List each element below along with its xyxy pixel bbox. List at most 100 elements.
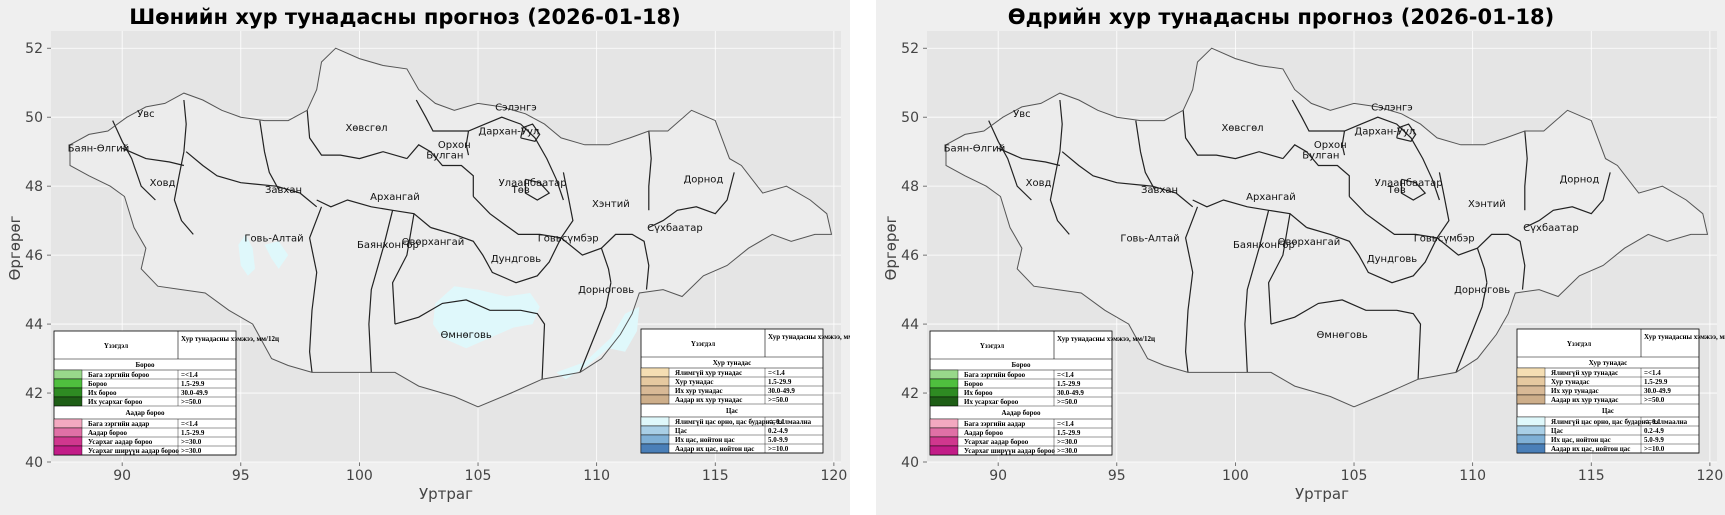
legend-row-value: >=30.0 (181, 438, 202, 446)
legend-row-value: 5.0-9.9 (1644, 436, 1664, 444)
legend-swatch (929, 396, 959, 407)
region-label: Өмнөговь (441, 330, 492, 341)
legend-header-phenomenon: Үзэгдэл (104, 342, 128, 350)
legend-row-label: Их цас, нойтон цас (675, 436, 735, 444)
legend-row-value: =<1.4 (181, 420, 198, 428)
legend-swatch (640, 434, 670, 445)
legend-swatch (1516, 367, 1546, 378)
panel-separator (850, 0, 876, 515)
legend-header-amount: Хур тунадасны хэмжээ, мм/12ц (181, 335, 279, 343)
legend-row-value: 5.0-9.9 (768, 436, 788, 444)
legend-swatch (640, 385, 670, 396)
region-label: Дархан-Уул (478, 126, 539, 137)
country-outline (945, 47, 1709, 408)
legend-header-phenomenon: Үзэгдэл (1567, 340, 1591, 348)
legend-row-label: Ялимгүй хур тунадас (675, 369, 742, 377)
province-border (1182, 110, 1284, 160)
chart-title: Өдрийн хур тунадасны прогноз (2026-01-18… (1008, 5, 1555, 29)
x-tick-label: 105 (1341, 468, 1368, 484)
province-border (394, 299, 546, 380)
legend-row-value: 0.2-4.9 (768, 427, 788, 435)
province-border (1476, 233, 1526, 290)
province-border (1524, 172, 1611, 229)
legend-row-label: Аадар их хур тунадас (675, 396, 742, 404)
legend-row-label: Цас (1551, 427, 1563, 435)
province-border (1341, 130, 1346, 156)
legend-swatch (53, 369, 83, 380)
x-tick-label: 120 (821, 468, 848, 484)
region-label: Ховд (150, 178, 176, 189)
legend-frame (929, 330, 1113, 456)
legend-row-value: =<1.4 (1644, 369, 1661, 377)
legend-row-label: Усархаг ширүүн аадар бороо (88, 447, 179, 455)
legend-row-value: >=50.0 (1644, 396, 1665, 404)
region-label: Говьсүмбэр (538, 233, 599, 244)
x-tick-label: 95 (232, 468, 250, 484)
region-label: Говь-Алтай (1120, 233, 1179, 244)
province-border (306, 110, 408, 160)
snow-area (238, 234, 255, 276)
legend-header-phenomenon: Үзэгдэл (691, 340, 715, 348)
y-tick-label: 52 (901, 41, 919, 57)
legend-swatch (53, 436, 83, 447)
legend-row-value: 1.5-29.9 (181, 380, 205, 388)
region-label: Улаанбаатар (1375, 178, 1443, 189)
legend-row-label: Цас (675, 427, 687, 435)
legend-swatch (640, 376, 670, 387)
province-border (1348, 172, 1450, 239)
legend-swatch (53, 387, 83, 398)
province-border (1291, 99, 1440, 201)
legend-swatch (53, 396, 83, 407)
province-border (112, 120, 156, 201)
region-label: Булган (1302, 151, 1339, 162)
province-border (1306, 226, 1438, 284)
legend-row-label: Их усархаг бороо (964, 398, 1019, 406)
legend-swatch (1516, 416, 1546, 427)
legend-row-value: =<1.4 (1057, 420, 1074, 428)
region-label: Сүхбаатар (647, 223, 703, 234)
region-label: Орхон (1314, 140, 1347, 151)
province-border (121, 147, 185, 167)
legend-row-label: Аадар их цас, нойтон цас (675, 445, 754, 453)
legend-row-value: 1.5-29.9 (181, 429, 205, 437)
legend-swatch (1516, 443, 1546, 454)
region-label: Хэнтий (1468, 199, 1506, 210)
legend-row-label: Аадар их хур тунадас (1551, 396, 1618, 404)
legend-swatch (1516, 434, 1546, 445)
region-label: Ховд (1026, 178, 1052, 189)
legend-row-label: Бороо (964, 380, 984, 388)
legend-header-phenomenon: Үзэгдэл (980, 342, 1004, 350)
legend-group-title: Хур тунадас (1589, 359, 1627, 367)
x-tick-label: 115 (702, 468, 729, 484)
province-border (308, 206, 323, 373)
region-label: Хэнтий (592, 199, 630, 210)
province-border (430, 226, 562, 284)
legend-swatch (640, 416, 670, 427)
region-label: Дорноговь (1454, 285, 1510, 296)
x-tick-label: 120 (1697, 468, 1724, 484)
legend-row-value: >=50.0 (181, 398, 202, 406)
legend-row-value: =<1.4 (768, 369, 785, 377)
x-tick-label: 100 (1222, 468, 1249, 484)
legend-header-amount: Хур тунадасны хэмжээ, мм/12ц (768, 333, 850, 341)
legend-row-value: 30.0-49.9 (1057, 389, 1084, 397)
legend-row-label: Аадар их цас, нойтон цас (1551, 445, 1630, 453)
legend-row-value: 1.5-29.9 (1057, 429, 1081, 437)
legend-row-label: Аадар бороо (88, 429, 127, 437)
region-label: Өвөрхангай (402, 237, 465, 248)
rain-legend: Үзэгдэл Хур тунадасны хэмжээ, мм/12ц Бороо… (53, 330, 279, 456)
region-label: Хөвсгөл (1221, 123, 1263, 134)
x-tick-label: 90 (989, 468, 1007, 484)
y-tick-label: 44 (901, 317, 919, 333)
region-label: Сэлэнгэ (1371, 102, 1413, 113)
legend-swatch (1516, 425, 1546, 436)
region-label: Улаанбаатар (499, 178, 567, 189)
y-tick-label: 40 (901, 455, 919, 471)
legend-swatch (1516, 376, 1546, 387)
legend-row-label: Их усархаг бороо (88, 398, 143, 406)
legend-row-value: 0.2-4.9 (1644, 427, 1664, 435)
legend-row-value: >=50.0 (768, 396, 789, 404)
legend-row-label: Ялимгүй цас орно, цас бударна, хялмаална (675, 418, 812, 426)
region-label: Өмнөговь (1317, 330, 1368, 341)
region-label: Баян-Өлгий (944, 144, 1006, 155)
